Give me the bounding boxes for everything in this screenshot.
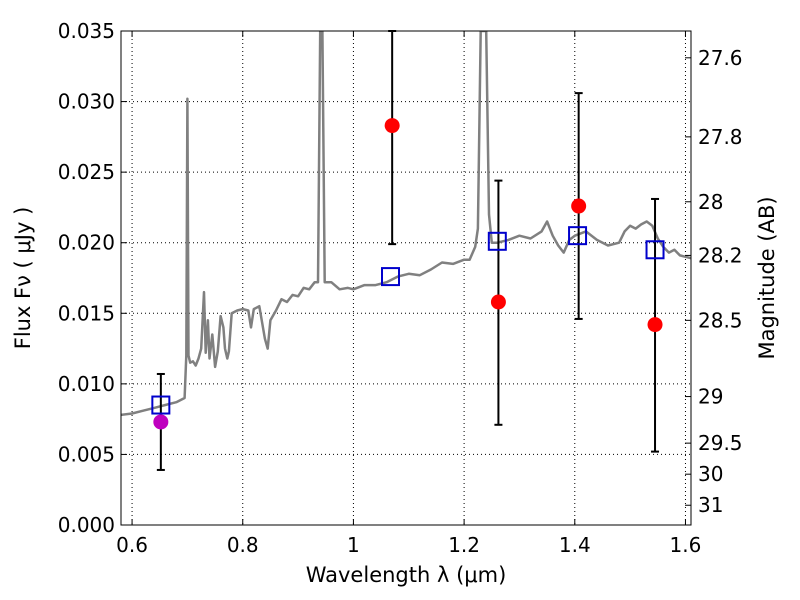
y-tick-label: 0.030 [58, 90, 115, 114]
grid-lines [121, 30, 691, 526]
y-tick-label: 0.005 [58, 442, 115, 466]
y-tick-label: 0.010 [58, 372, 115, 396]
x-axis-label: Wavelength λ (μm) [306, 563, 507, 587]
right-tick-label: 29.5 [698, 431, 743, 455]
observed-point [571, 198, 587, 214]
right-tick-label: 29 [698, 385, 723, 409]
y-tick-label: 0.020 [58, 231, 115, 255]
observed-point [384, 118, 400, 134]
model-spectrum [121, 31, 691, 417]
observed-photometry [153, 118, 663, 430]
right-tick-label: 31 [698, 493, 723, 517]
x-tick-label: 1 [347, 533, 360, 557]
x-tick-labels: 0.6 0.8 1 1.2 1.4 1.6 [116, 533, 701, 557]
right-tick-label: 28.2 [698, 243, 743, 267]
y-tick-label: 0.015 [58, 301, 115, 325]
model-photometry-square [568, 226, 588, 246]
y-axis-label: Flux Fν ( μJy ) [11, 207, 35, 350]
y-tick-label: 0.025 [58, 160, 115, 184]
x-tick-label: 1.4 [559, 533, 591, 557]
y-tick-label: 0.000 [58, 513, 115, 537]
right-tick-labels: 27.6 27.8 28 28.2 28.5 29 29.5 30 31 [698, 46, 743, 517]
observed-point [490, 294, 506, 310]
y-tick-labels: 0.000 0.005 0.010 0.015 0.020 0.025 0.030 0.035 [58, 19, 115, 537]
y-tick-label: 0.035 [58, 19, 115, 43]
model-photometry-square [645, 240, 665, 260]
x-tick-label: 1.6 [670, 533, 702, 557]
right-tick-label: 27.8 [698, 125, 743, 149]
model-photometry-square [381, 267, 401, 287]
model-spectrum-line [121, 31, 691, 417]
model-photometry-square [151, 395, 171, 415]
observed-point [153, 414, 169, 430]
observed-point [647, 317, 663, 333]
right-tick-label: 28 [698, 190, 723, 214]
x-tick-label: 1.2 [448, 533, 480, 557]
x-tick-label: 0.8 [227, 533, 259, 557]
model-photometry [151, 226, 665, 415]
model-photometry-square [487, 231, 507, 251]
error-bars [156, 30, 660, 471]
right-tick-label: 28.5 [698, 308, 743, 332]
x-tick-label: 0.6 [116, 533, 148, 557]
plot-frame [120, 30, 692, 526]
right-tick-label: 30 [698, 462, 723, 486]
axis-ticks [121, 30, 691, 526]
right-axis-label: Magnitude (AB) [755, 196, 779, 359]
right-tick-label: 27.6 [698, 46, 743, 70]
